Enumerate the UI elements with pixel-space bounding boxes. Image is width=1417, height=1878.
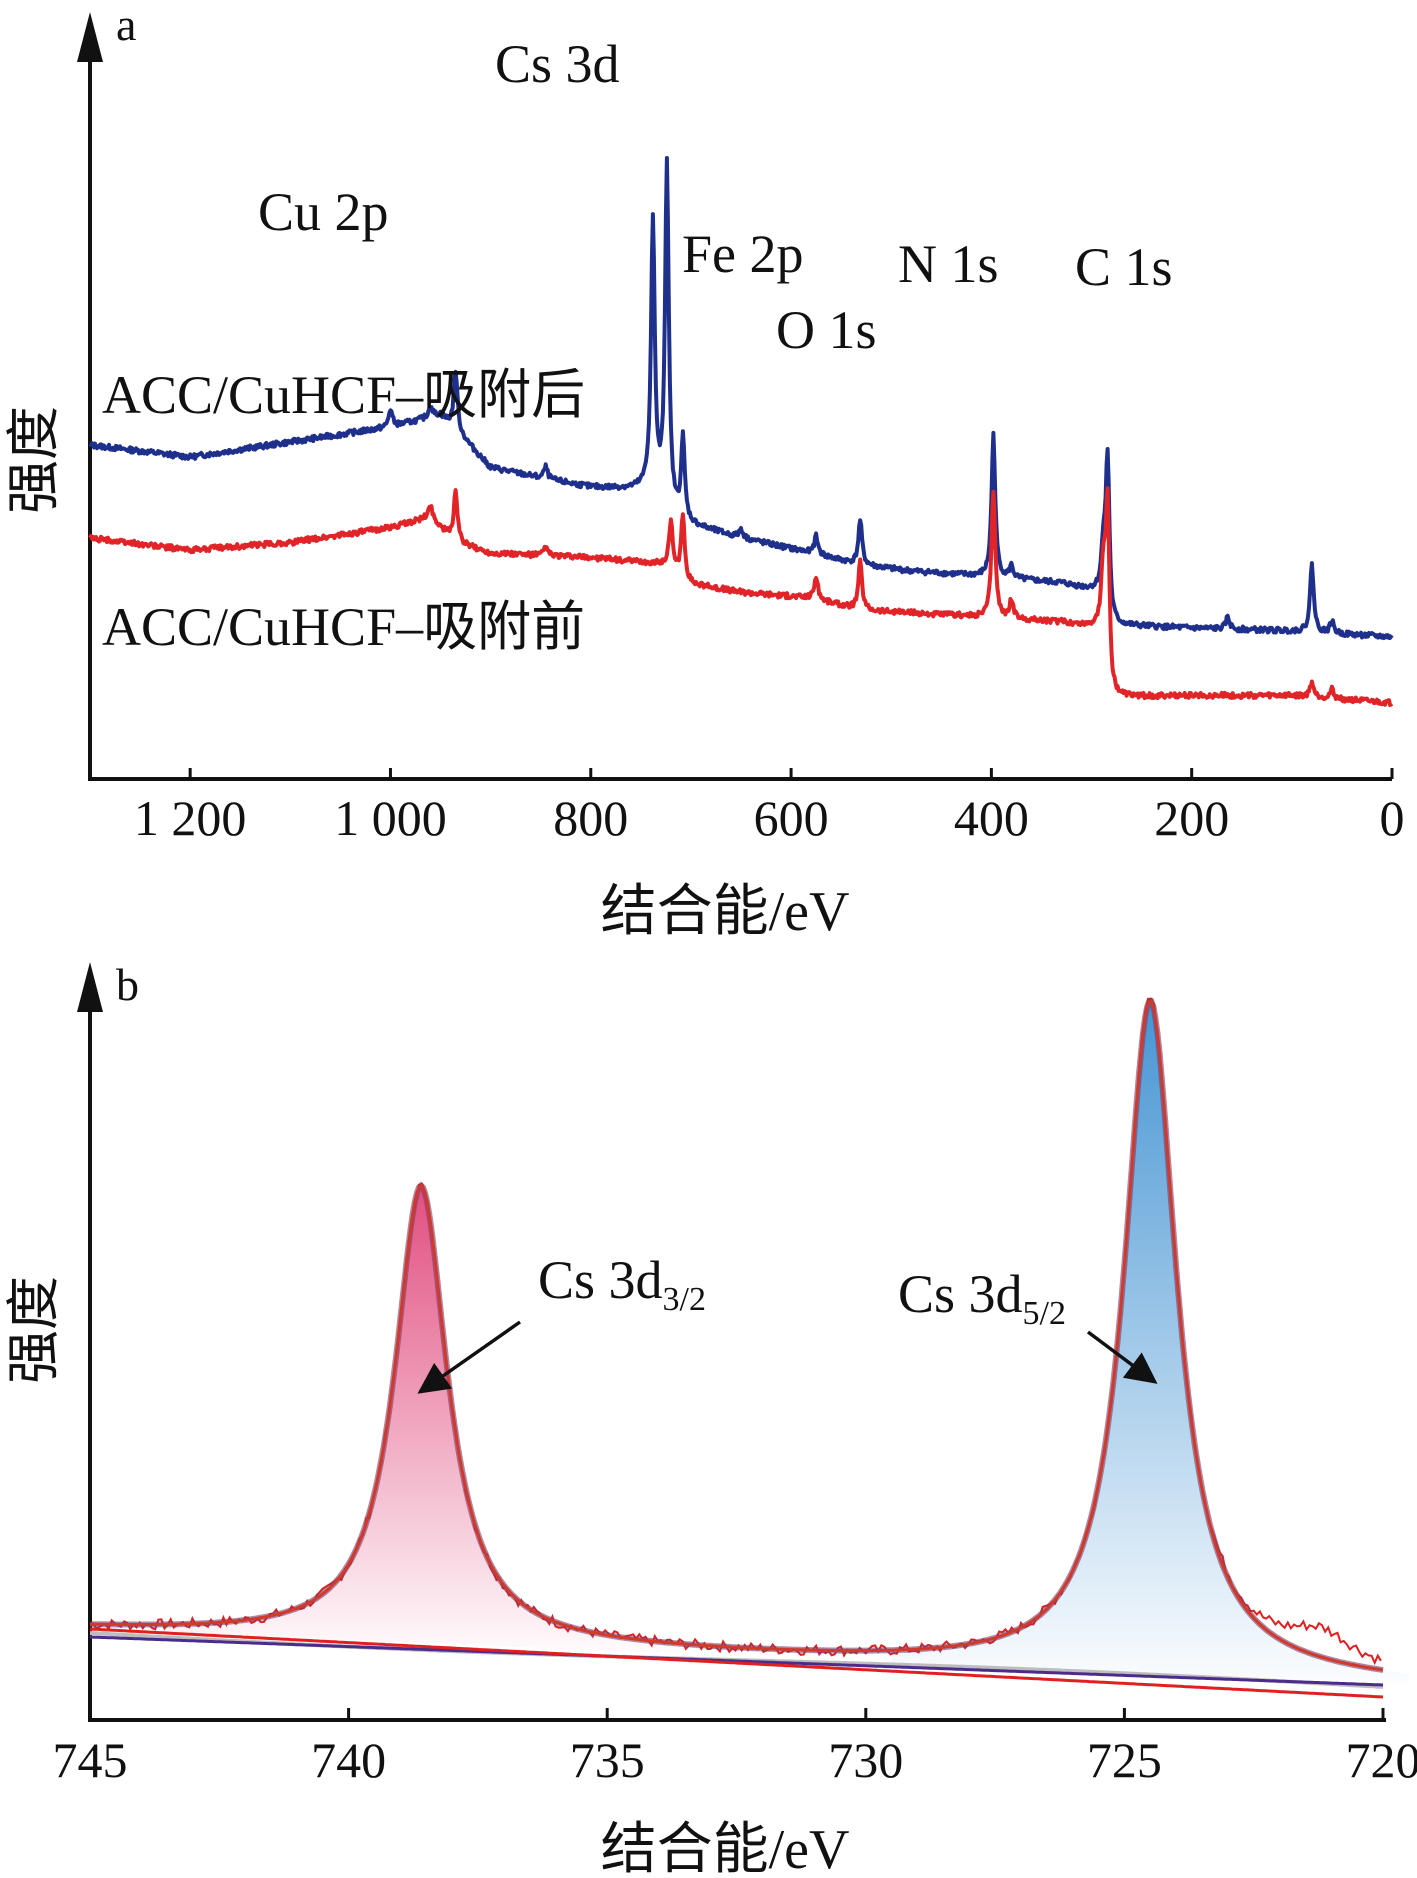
x-tick-label: 735 (570, 1732, 645, 1788)
peak-label: Fe 2p (682, 224, 804, 284)
peak-annotation-main: Cs 3d (538, 1250, 663, 1310)
annotation-arrow-icon (417, 1320, 522, 1394)
y-axis-arrow-icon (77, 12, 103, 62)
peak-label: Cu 2p (258, 182, 389, 242)
envelope-line (89, 999, 1384, 1672)
y-axis-label: 强度 (4, 1276, 64, 1384)
panel-label: b (116, 959, 139, 1010)
x-tick-label: 740 (311, 1732, 386, 1788)
x-tick-label: 720 (1346, 1732, 1417, 1788)
x-tick-label: 730 (828, 1732, 903, 1788)
panel-a: a 强度 结合能/eV 1 200 1 000 800 600 400 200 0 ACC/… (4, 0, 1405, 943)
panel-label: a (116, 0, 136, 50)
peak-label: C 1s (1075, 237, 1173, 297)
x-tick-label: 600 (754, 790, 829, 846)
x-tick-label: 1 000 (334, 790, 447, 846)
x-tick-label: 200 (1154, 790, 1229, 846)
annotation-arrow-icon (1086, 1330, 1158, 1384)
x-tick-label: 800 (553, 790, 628, 846)
series-label: ACC/CuHCF–吸附前 (102, 597, 585, 657)
peak-annotation-sub: 5/2 (1023, 1295, 1066, 1332)
series-line-0 (88, 156, 1394, 641)
x-tick-label: 725 (1087, 1732, 1162, 1788)
peak-fill-1 (891, 1001, 1409, 1685)
y-axis-arrow-icon (77, 962, 103, 1012)
panel-b: b 强度 结合能/eV 745 740 735 730 725 720 Cs 3d3/2 C… (4, 959, 1417, 1878)
peak-annotation: Cs 3d3/2 (538, 1250, 706, 1318)
peak-fill-0 (162, 1186, 680, 1654)
peak-annotation-main: Cs 3d (898, 1264, 1023, 1324)
x-axis-label: 结合能/eV (601, 1819, 850, 1878)
y-axis-label: 强度 (4, 406, 64, 514)
background-purple-line (89, 1635, 1384, 1687)
x-axis-label: 结合能/eV (601, 881, 850, 943)
series-label: ACC/CuHCF–吸附后 (102, 365, 585, 425)
peak-label: N 1s (898, 234, 999, 294)
peak-label: O 1s (776, 300, 877, 360)
background-red-line (89, 1627, 1384, 1699)
x-tick-label: 0 (1380, 790, 1405, 846)
x-tick-label: 400 (954, 790, 1029, 846)
peak-annotation-sub: 3/2 (663, 1281, 706, 1318)
peak-annotation: Cs 3d5/2 (898, 1264, 1066, 1332)
series-line-1 (88, 486, 1394, 707)
peak-label: Cs 3d (495, 34, 620, 94)
x-tick-label: 1 200 (134, 790, 247, 846)
x-tick-label: 745 (53, 1732, 128, 1788)
